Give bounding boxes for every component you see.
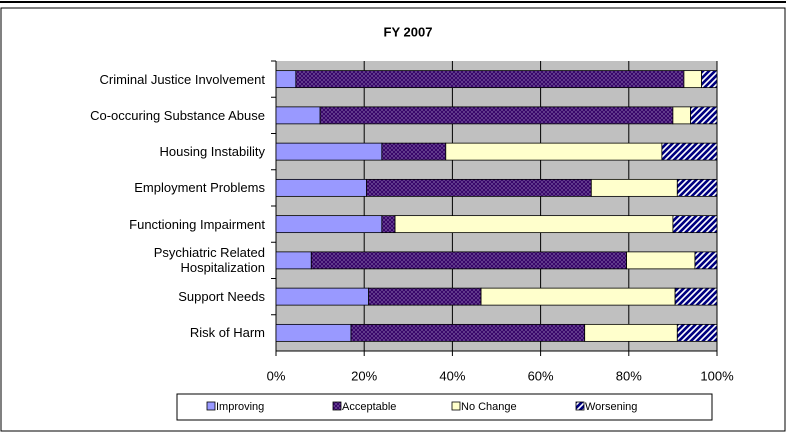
y-tick-label: Co-occuring Substance Abuse xyxy=(90,107,265,123)
legend-label: Worsening xyxy=(585,401,637,413)
legend-swatch xyxy=(575,401,585,411)
bar-segment xyxy=(381,215,396,234)
bar-segment xyxy=(275,215,383,234)
bar-segment xyxy=(672,106,691,125)
x-tick-label: 100% xyxy=(700,368,734,383)
bar-segment xyxy=(275,178,367,197)
bar-segment xyxy=(310,251,627,270)
y-tick-label: Criminal Justice Involvement xyxy=(99,71,265,87)
legend-swatch xyxy=(206,401,216,411)
bar-segment xyxy=(275,287,370,306)
bar-segment xyxy=(275,323,352,342)
bar-segment xyxy=(381,142,447,161)
bar-segment xyxy=(445,142,663,161)
bar-segment xyxy=(674,287,718,306)
y-tick-label: Risk of Harm xyxy=(189,325,265,341)
bar-segment xyxy=(590,178,678,197)
plot-area xyxy=(276,61,717,351)
legend-label: Improving xyxy=(216,401,264,413)
bar-segment xyxy=(295,70,685,89)
bar-segment xyxy=(275,251,312,270)
x-tick-label: 40% xyxy=(439,368,465,383)
bar-segment xyxy=(275,142,383,161)
legend-label: No Change xyxy=(461,401,517,413)
bar-segment xyxy=(672,215,718,234)
bar-segment xyxy=(683,70,702,89)
bar-segment xyxy=(480,287,676,306)
bar-segment xyxy=(368,287,482,306)
legend-swatch xyxy=(451,401,461,411)
y-tick-label: Functioning Impairment xyxy=(129,216,265,232)
bar-segment xyxy=(366,178,592,197)
bar-segment xyxy=(350,323,586,342)
y-tick-label: Support Needs xyxy=(178,289,265,305)
bar-segment xyxy=(584,323,678,342)
y-tick-label: Employment Problems xyxy=(134,180,265,196)
bar-segment xyxy=(701,70,718,89)
bar-segment xyxy=(661,142,718,161)
y-tick-label: Housing Instability xyxy=(159,144,266,160)
bar-segment xyxy=(394,215,674,234)
y-tick-label: Psychiatric Related Hospitalization xyxy=(153,245,265,276)
x-tick-label: 80% xyxy=(616,368,642,383)
legend-label: Acceptable xyxy=(342,401,396,413)
bar-segment xyxy=(275,70,297,89)
x-tick-label: 60% xyxy=(528,368,554,383)
legend-swatch xyxy=(332,401,342,411)
bar-segment xyxy=(676,178,718,197)
x-tick-label: 0% xyxy=(267,368,286,383)
legend xyxy=(176,393,713,421)
chart-title: FY 2007 xyxy=(384,24,433,39)
bar-segment xyxy=(694,251,718,270)
bar-segment xyxy=(676,323,718,342)
bar-segment xyxy=(626,251,696,270)
bar-segment xyxy=(319,106,674,125)
x-tick-label: 20% xyxy=(351,368,377,383)
bar-segment xyxy=(690,106,718,125)
bar-segment xyxy=(275,106,321,125)
